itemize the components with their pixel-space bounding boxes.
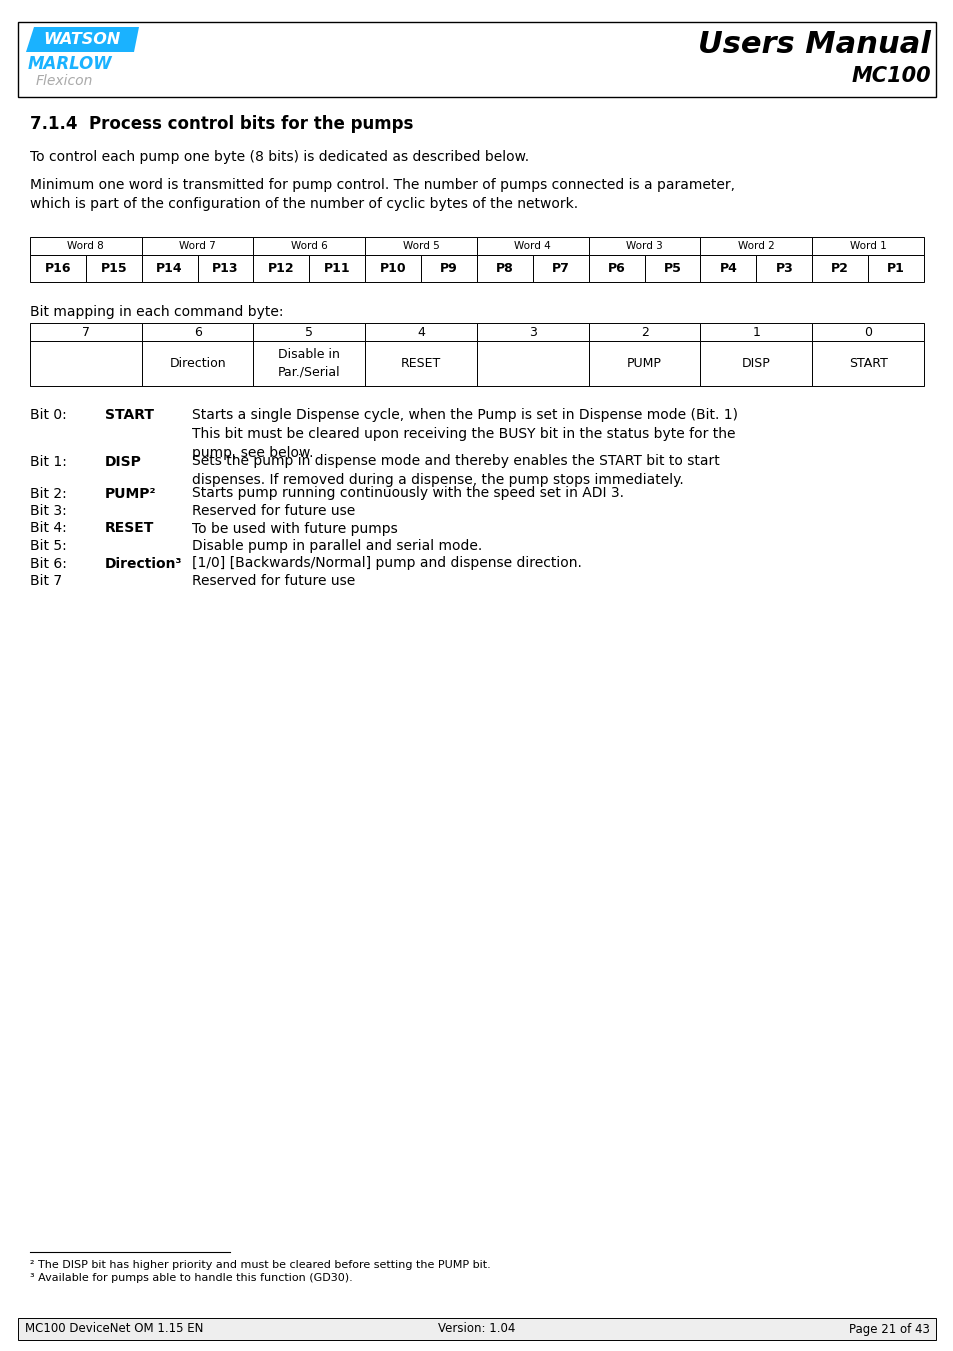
Text: P5: P5 [663, 262, 680, 276]
Text: START: START [105, 408, 153, 422]
Text: 5: 5 [305, 326, 313, 339]
Bar [588, 255, 644, 282]
Text: MARLOW: MARLOW [28, 55, 112, 73]
Text: Direction³: Direction³ [105, 557, 182, 570]
Text: Bit 2:: Bit 2: [30, 486, 67, 500]
Text: P3: P3 [775, 262, 792, 276]
Text: PUMP: PUMP [626, 357, 661, 370]
Text: 7.1.4  Process control bits for the pumps: 7.1.4 Process control bits for the pumps [30, 115, 413, 132]
Text: P13: P13 [213, 262, 238, 276]
Text: Users Manual: Users Manual [698, 30, 930, 59]
Bar [365, 255, 420, 282]
Bar [700, 255, 756, 282]
Text: Minimum one word is transmitted for pump control. The number of pumps connected : Minimum one word is transmitted for pump… [30, 178, 734, 211]
Text: PUMP²: PUMP² [105, 486, 156, 500]
Text: 4: 4 [416, 326, 425, 339]
Bar [30, 255, 86, 282]
Text: P2: P2 [830, 262, 848, 276]
Bar [476, 340, 588, 386]
Text: Sets the pump in dispense mode and thereby enables the START bit to start
dispen: Sets the pump in dispense mode and there… [192, 454, 719, 488]
Text: Word 8: Word 8 [68, 240, 104, 251]
Bar [811, 323, 923, 340]
Text: P16: P16 [45, 262, 71, 276]
Bar [476, 236, 588, 255]
Text: Bit 0:: Bit 0: [30, 408, 67, 422]
Bar [533, 255, 588, 282]
Text: Disable in
Par./Serial: Disable in Par./Serial [277, 349, 340, 378]
Text: Word 7: Word 7 [179, 240, 215, 251]
Text: P4: P4 [719, 262, 737, 276]
Text: Bit 3:: Bit 3: [30, 504, 67, 517]
Bar [365, 340, 476, 386]
Bar [588, 236, 700, 255]
Bar [811, 236, 923, 255]
Bar [142, 236, 253, 255]
Polygon shape [26, 27, 139, 51]
Text: WATSON: WATSON [43, 31, 120, 46]
Bar [30, 323, 142, 340]
Text: P12: P12 [268, 262, 294, 276]
Bar [30, 236, 142, 255]
Bar [588, 340, 700, 386]
Text: P9: P9 [439, 262, 457, 276]
Text: [1/0] [Backwards/Normal] pump and dispense direction.: [1/0] [Backwards/Normal] pump and dispen… [192, 557, 581, 570]
Text: START: START [848, 357, 886, 370]
Text: P11: P11 [324, 262, 351, 276]
Text: To control each pump one byte (8 bits) is dedicated as described below.: To control each pump one byte (8 bits) i… [30, 150, 529, 163]
Bar [197, 255, 253, 282]
Text: 2: 2 [640, 326, 648, 339]
Text: P14: P14 [156, 262, 183, 276]
Bar [253, 255, 309, 282]
Text: To be used with future pumps: To be used with future pumps [192, 521, 397, 535]
Text: P1: P1 [886, 262, 904, 276]
Text: DISP: DISP [105, 454, 142, 469]
Text: 1: 1 [752, 326, 760, 339]
Text: Word 1: Word 1 [849, 240, 885, 251]
Text: Word 3: Word 3 [625, 240, 662, 251]
Bar [867, 255, 923, 282]
Text: Bit 7: Bit 7 [30, 574, 62, 588]
Bar [700, 323, 811, 340]
Text: Version: 1.04: Version: 1.04 [437, 1323, 516, 1336]
Bar [253, 340, 365, 386]
Bar [588, 323, 700, 340]
Text: P15: P15 [100, 262, 127, 276]
Text: Direction: Direction [169, 357, 226, 370]
Text: P8: P8 [496, 262, 514, 276]
Text: Page 21 of 43: Page 21 of 43 [848, 1323, 929, 1336]
Bar [476, 323, 588, 340]
Bar [253, 323, 365, 340]
Bar [365, 323, 476, 340]
Bar [18, 22, 935, 97]
Text: Starts pump running continuously with the speed set in ADI 3.: Starts pump running continuously with th… [192, 486, 623, 500]
Text: Bit 1:: Bit 1: [30, 454, 67, 469]
Text: MC100: MC100 [850, 66, 930, 86]
Text: 6: 6 [193, 326, 201, 339]
Bar [30, 340, 142, 386]
Bar [476, 255, 533, 282]
Bar [756, 255, 811, 282]
Text: ³ Available for pumps able to handle this function (GD30).: ³ Available for pumps able to handle thi… [30, 1273, 353, 1283]
Bar [142, 323, 253, 340]
Text: Bit 6:: Bit 6: [30, 557, 67, 570]
Text: ² The DISP bit has higher priority and must be cleared before setting the PUMP b: ² The DISP bit has higher priority and m… [30, 1260, 490, 1270]
Bar [811, 340, 923, 386]
Bar [142, 340, 253, 386]
Bar [700, 236, 811, 255]
Bar [811, 255, 867, 282]
Bar [18, 1319, 935, 1340]
Text: Bit 4:: Bit 4: [30, 521, 67, 535]
Text: Word 6: Word 6 [291, 240, 328, 251]
Bar [142, 255, 197, 282]
Text: Word 5: Word 5 [402, 240, 439, 251]
Text: Word 2: Word 2 [738, 240, 774, 251]
Text: RESET: RESET [105, 521, 154, 535]
Bar [365, 236, 476, 255]
Text: 3: 3 [528, 326, 537, 339]
Text: DISP: DISP [741, 357, 770, 370]
Text: Starts a single Dispense cycle, when the Pump is set in Dispense mode (Bit. 1)
T: Starts a single Dispense cycle, when the… [192, 408, 738, 459]
Text: Bit mapping in each command byte:: Bit mapping in each command byte: [30, 305, 283, 319]
Text: RESET: RESET [400, 357, 441, 370]
Text: Reserved for future use: Reserved for future use [192, 574, 355, 588]
Text: Flexicon: Flexicon [36, 74, 93, 88]
